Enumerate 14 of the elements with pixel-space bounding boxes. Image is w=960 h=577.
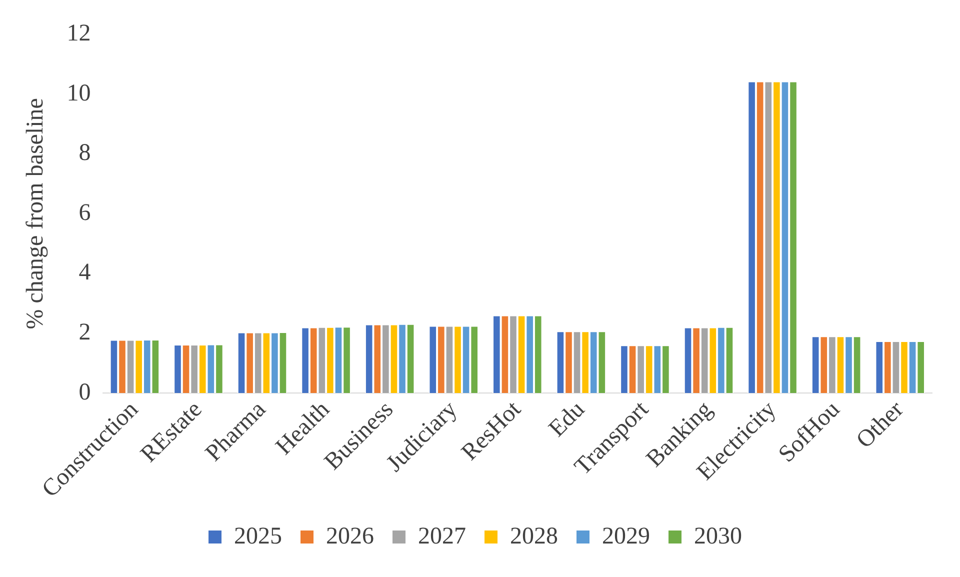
legend-label: 2029: [602, 523, 650, 550]
y-tick-label: 12: [66, 20, 91, 47]
legend-label: 2025: [234, 523, 282, 550]
legend-label: 2026: [326, 523, 374, 550]
y-tick-label: 4: [78, 260, 91, 286]
y-tick-label: 10: [66, 80, 91, 106]
y-axis-title: % change from baseline: [22, 98, 49, 330]
y-tick-label: 2: [78, 319, 91, 346]
legend-label: 2027: [418, 523, 466, 550]
legend-label: 2030: [694, 523, 742, 550]
y-tick-label: 6: [78, 200, 91, 226]
y-tick-label: 0: [78, 379, 91, 406]
legend-label: 2028: [510, 523, 558, 550]
y-tick-label: 8: [78, 140, 91, 166]
